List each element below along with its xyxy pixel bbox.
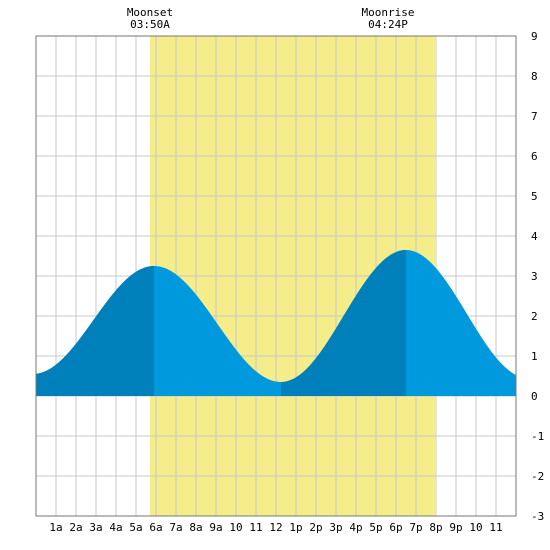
x-tick-label: 10 [469, 521, 482, 534]
x-tick-label: 3a [89, 521, 102, 534]
x-tick-label: 1p [289, 521, 302, 534]
x-tick-label: 4a [109, 521, 122, 534]
y-tick-label: 9 [531, 30, 538, 43]
x-tick-label: 11 [489, 521, 502, 534]
x-tick-label: 5a [129, 521, 142, 534]
y-tick-label: 1 [531, 350, 538, 363]
y-tick-label: 2 [531, 310, 538, 323]
y-tick-label: 7 [531, 110, 538, 123]
x-axis-tick-labels: 1a 2a 3a 4a 5a 6a 7a 8a 9a 10 11 12 1p 2p 3p 4p 5p 6p 7p 8p… [49, 521, 502, 534]
y-tick-label: 3 [531, 270, 538, 283]
x-tick-label: 2p [309, 521, 322, 534]
x-tick-label: 6p [389, 521, 402, 534]
y-tick-label: 0 [531, 390, 538, 403]
y-tick-label: 5 [531, 190, 538, 203]
y-tick-label: 4 [531, 230, 538, 243]
y-axis-tick-labels: -3 -2 -1 0 1 2 3 4 5 6 7 8 9 [531, 30, 544, 523]
x-tick-label: 1a [49, 521, 62, 534]
plot-frame [35, 35, 517, 517]
x-tick-label: 5p [369, 521, 382, 534]
x-tick-label: 8p [429, 521, 442, 534]
tide-area-rising-segment [36, 266, 154, 396]
x-tick-label: 7a [169, 521, 182, 534]
moon-event-label: Moonset [127, 6, 173, 19]
moon-event-time: 03:50A [130, 18, 170, 31]
x-tick-label: 2a [69, 521, 82, 534]
moon-event-label: Moonrise [362, 6, 415, 19]
y-tick-label: 8 [531, 70, 538, 83]
y-tick-label: -1 [531, 430, 544, 443]
y-tick-label: -2 [531, 470, 544, 483]
x-tick-label: 4p [349, 521, 362, 534]
x-tick-label: 3p [329, 521, 342, 534]
x-tick-label: 9a [209, 521, 222, 534]
x-tick-label: 7p [409, 521, 422, 534]
x-tick-label: 9p [449, 521, 462, 534]
x-tick-label: 8a [189, 521, 202, 534]
x-tick-label: 12 [269, 521, 282, 534]
x-tick-label: 10 [229, 521, 242, 534]
moon-event-time: 04:24P [368, 18, 408, 31]
tide-area-rising [36, 250, 406, 396]
x-tick-label: 11 [249, 521, 262, 534]
x-tick-label: 6a [149, 521, 162, 534]
y-tick-label: 6 [531, 150, 538, 163]
tide-area-rising-segment [281, 250, 406, 396]
y-tick-label: -3 [531, 510, 544, 523]
